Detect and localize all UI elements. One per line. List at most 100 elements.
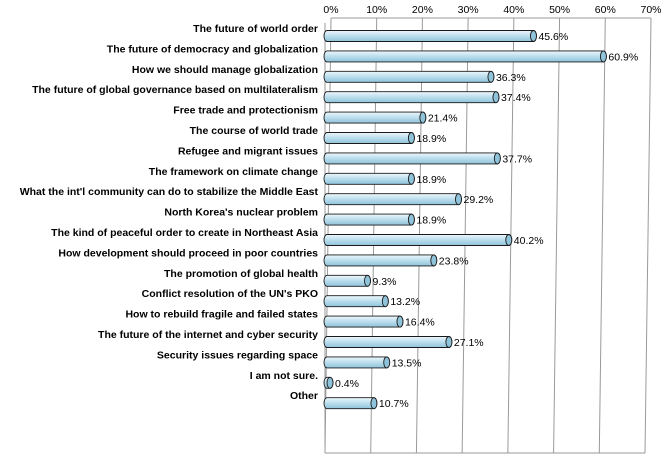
bar-end-cap	[370, 397, 378, 410]
data-label: 21.4%	[428, 113, 458, 125]
data-labels: 45.6% 60.9% 36.3% 37.4% 21.4% 18.9% 37.7% 18.9%…	[335, 31, 638, 410]
category-label: Conflict resolution of the UN's PKO	[142, 288, 318, 300]
data-label: 23.8%	[439, 255, 469, 267]
category-label: The future of global governance based on…	[32, 84, 318, 96]
bar-body	[323, 172, 415, 185]
bar-end-cap	[505, 234, 513, 246]
bar	[323, 315, 404, 328]
data-label: 0.4%	[335, 378, 359, 390]
category-label: How development should proceed in poor c…	[58, 247, 318, 259]
gridline-60	[598, 17, 606, 454]
bar-body	[323, 356, 391, 369]
data-label: 37.4%	[501, 92, 531, 104]
bar-body	[323, 193, 462, 206]
x-tick-label: 0%	[323, 4, 338, 16]
category-label: The kind of peaceful order to create in …	[51, 227, 318, 239]
data-label: 45.6%	[538, 31, 568, 43]
x-tick-label: 70%	[640, 4, 661, 16]
x-tick-label: 40%	[503, 4, 524, 16]
x-tick-label: 10%	[366, 4, 387, 16]
data-label: 13.2%	[390, 296, 420, 308]
bar-body	[323, 50, 607, 63]
bar	[323, 295, 389, 308]
gridline-50	[553, 17, 561, 454]
bar	[323, 172, 415, 185]
bar-body	[323, 336, 453, 348]
bar	[323, 356, 391, 369]
category-label: How to rebuild fragile and failed states	[125, 309, 318, 321]
bar-end-cap	[364, 274, 371, 287]
bar	[323, 50, 607, 63]
bar-body	[323, 397, 378, 410]
bar-body	[323, 132, 415, 144]
bar-body	[323, 234, 513, 246]
bar	[323, 132, 415, 144]
x-axis-ticks: 0% 10% 20% 30% 40% 50% 60% 70%	[323, 4, 661, 16]
category-label: How we should manage globalization	[132, 64, 318, 76]
category-label: Refugee and migrant issues	[178, 145, 318, 157]
bar-end-cap	[493, 152, 501, 165]
bar-body	[323, 91, 500, 104]
category-label: Free trade and protectionism	[173, 105, 318, 117]
bar-end-cap	[487, 70, 495, 83]
x-tick-label: 60%	[595, 4, 616, 16]
bar-body	[323, 315, 404, 328]
category-label: Other	[290, 390, 318, 402]
bar-body	[323, 213, 415, 226]
data-label: 18.9%	[416, 133, 446, 145]
bar-end-cap	[445, 336, 453, 348]
bar-body	[323, 111, 427, 124]
bar	[323, 274, 371, 287]
data-label: 36.3%	[496, 72, 526, 84]
bar	[323, 30, 537, 42]
category-label: I am not sure.	[250, 370, 318, 382]
bar	[323, 91, 500, 104]
category-label: What the int'l community can do to stabi…	[20, 186, 319, 198]
bar	[323, 193, 462, 206]
data-label: 18.9%	[416, 215, 446, 227]
data-label: 10.7%	[379, 398, 409, 410]
bar-end-cap	[383, 356, 391, 369]
bar	[323, 336, 453, 348]
data-label: 16.4%	[405, 317, 435, 329]
bar-body	[323, 254, 438, 267]
data-label: 60.9%	[608, 51, 638, 63]
data-label: 37.7%	[502, 153, 532, 165]
data-label: 13.5%	[392, 357, 422, 369]
bar	[323, 254, 438, 267]
bar-body	[323, 70, 495, 83]
bar-end-cap	[396, 315, 404, 328]
category-labels: The future of world order The future of d…	[20, 23, 319, 402]
bar-end-cap	[492, 91, 500, 104]
x-tick-label: 20%	[412, 4, 433, 16]
bar	[323, 234, 513, 246]
bar-end-cap	[419, 111, 427, 124]
bar-end-cap	[407, 172, 415, 185]
bars	[323, 30, 607, 410]
category-label: The future of world order	[193, 23, 318, 35]
bar-end-cap	[430, 254, 438, 267]
bar	[323, 111, 427, 124]
data-label: 40.2%	[514, 235, 544, 247]
category-label: The promotion of global health	[164, 268, 318, 280]
x-tick-label: 50%	[549, 4, 570, 16]
category-label: The future of the internet and cyber sec…	[98, 329, 318, 341]
bar-body	[323, 295, 389, 308]
category-label: The future of democracy and globalizatio…	[107, 43, 318, 55]
bar	[323, 152, 501, 165]
bar	[323, 70, 495, 83]
bar-end-cap	[455, 193, 462, 206]
bar	[323, 397, 378, 410]
category-label: The course of world trade	[190, 125, 319, 137]
bar-end-cap	[326, 376, 334, 389]
bar-end-cap	[599, 50, 607, 63]
category-label: North Korea's nuclear problem	[164, 207, 318, 219]
bar	[323, 213, 415, 226]
data-label: 18.9%	[416, 174, 446, 186]
bar	[323, 376, 334, 389]
data-label: 29.2%	[463, 194, 493, 206]
bar-body	[323, 152, 501, 165]
bar-end-cap	[530, 30, 537, 42]
bar-end-cap	[407, 213, 415, 226]
